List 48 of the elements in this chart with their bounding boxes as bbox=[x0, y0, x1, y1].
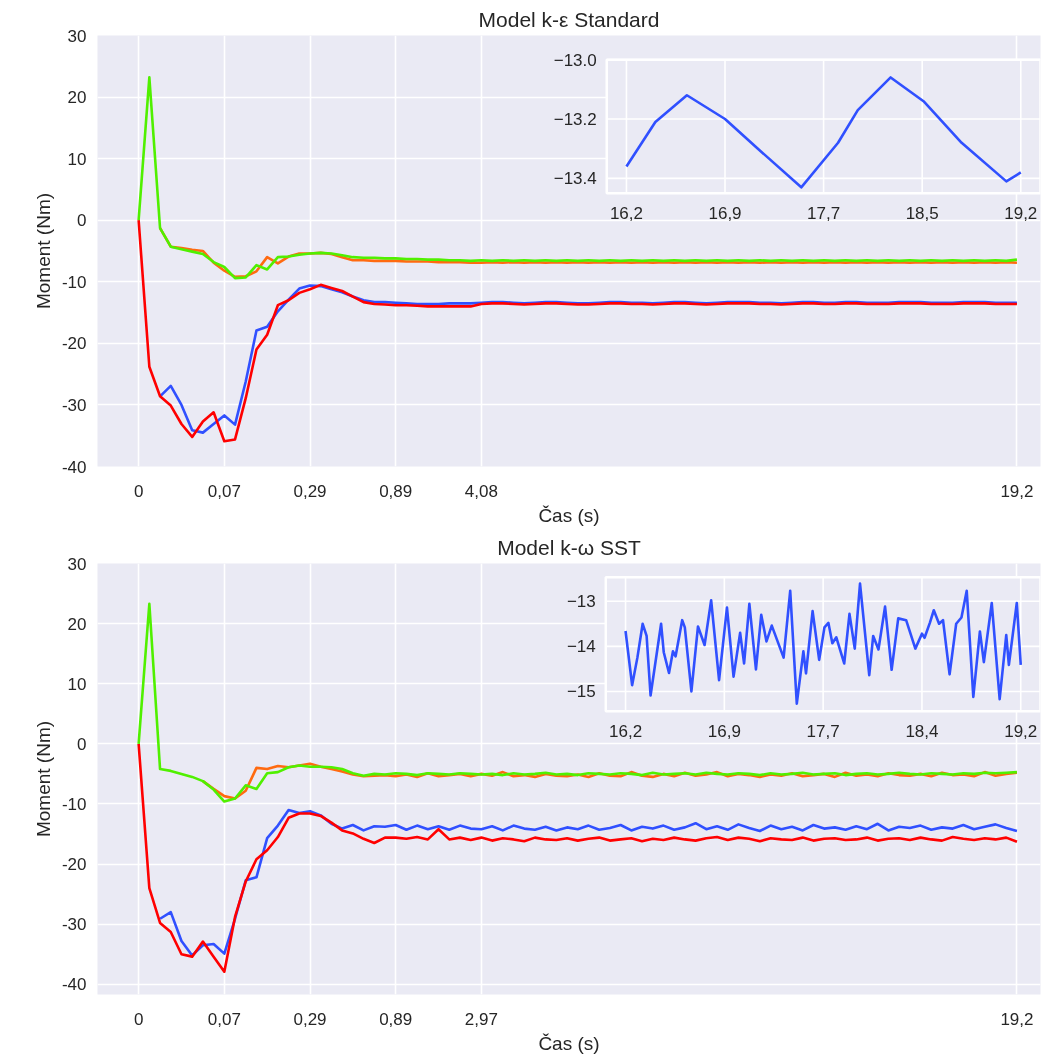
x-tick-label: 16,2 bbox=[609, 204, 643, 224]
y-axis-title: Moment (Nm) bbox=[32, 720, 54, 838]
y-tick-label: 20 bbox=[67, 88, 87, 108]
y-tick-label: -10 bbox=[61, 794, 87, 814]
x-tick-label: 0,29 bbox=[293, 481, 327, 501]
x-tick-label: 2,97 bbox=[464, 1009, 498, 1029]
x-tick-label: 17,7 bbox=[806, 722, 840, 742]
y-tick-label: −13 bbox=[566, 592, 596, 612]
x-tick-label: 17,7 bbox=[807, 204, 841, 224]
y-tick-label: -30 bbox=[61, 915, 87, 935]
y-tick-label: -20 bbox=[61, 855, 87, 875]
y-tick-label: −15 bbox=[566, 682, 596, 702]
y-tick-label: -10 bbox=[61, 272, 87, 292]
y-tick-label: −13.0 bbox=[553, 50, 597, 70]
y-tick-label: -30 bbox=[61, 395, 87, 415]
y-axis-title: Moment (Nm) bbox=[32, 192, 54, 310]
x-tick-label: 0,07 bbox=[207, 481, 241, 501]
y-tick-label: -40 bbox=[61, 457, 87, 477]
y-tick-label: 20 bbox=[67, 614, 87, 634]
y-tick-label: −13.2 bbox=[553, 110, 597, 130]
x-tick-label: 18,5 bbox=[905, 204, 939, 224]
x-tick-label: 0 bbox=[133, 481, 144, 501]
chart-title: Model k-ε Standard bbox=[478, 7, 660, 31]
x-tick-label: 4,08 bbox=[464, 481, 498, 501]
y-tick-label: 10 bbox=[67, 674, 87, 694]
x-tick-label: 19,2 bbox=[1004, 722, 1038, 742]
x-tick-label: 19,2 bbox=[1000, 1009, 1034, 1029]
x-tick-label: 19,2 bbox=[1004, 204, 1038, 224]
y-tick-label: −13.4 bbox=[553, 169, 597, 189]
x-tick-label: 16,9 bbox=[708, 204, 742, 224]
x-axis-title: Čas (s) bbox=[538, 504, 600, 526]
x-tick-label: 0,89 bbox=[379, 1009, 413, 1029]
y-tick-label: -20 bbox=[61, 334, 87, 354]
x-tick-label: 18,4 bbox=[905, 722, 939, 742]
x-axis-title: Čas (s) bbox=[538, 1032, 600, 1054]
chart-title: Model k-ω SST bbox=[497, 535, 641, 559]
x-tick-label: 0,89 bbox=[379, 481, 413, 501]
y-tick-label: 10 bbox=[67, 149, 87, 169]
x-tick-label: 0 bbox=[133, 1009, 144, 1029]
y-tick-label: 30 bbox=[67, 554, 87, 574]
y-tick-label: −14 bbox=[566, 637, 596, 657]
x-tick-label: 16,9 bbox=[707, 722, 741, 742]
x-tick-label: 0,07 bbox=[207, 1009, 241, 1029]
x-tick-label: 16,2 bbox=[608, 722, 643, 742]
x-tick-label: 0,29 bbox=[293, 1009, 327, 1029]
y-tick-label: 30 bbox=[67, 26, 87, 46]
y-tick-label: -40 bbox=[61, 975, 87, 995]
x-tick-label: 19,2 bbox=[1000, 481, 1034, 501]
